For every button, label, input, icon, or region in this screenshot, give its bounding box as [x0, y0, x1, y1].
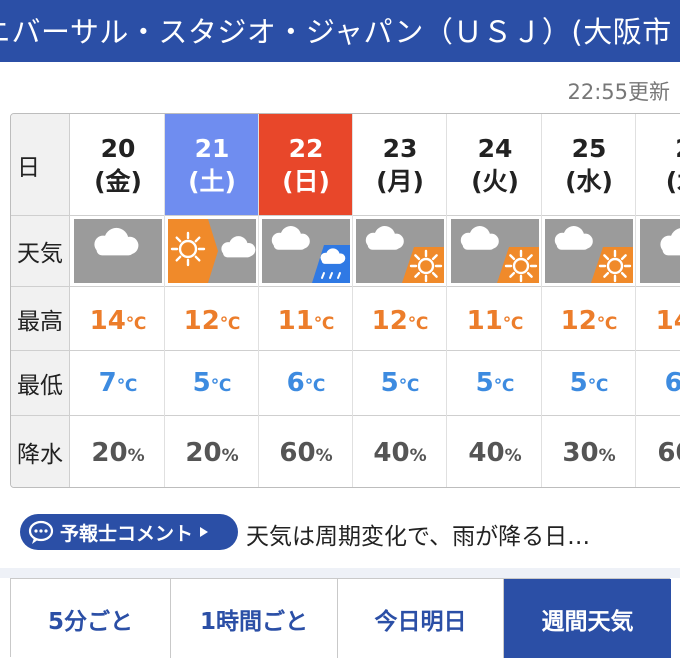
rain-chance: 40% [373, 438, 427, 468]
high-temp: 12℃ [560, 306, 618, 336]
weekly-forecast-table: 日 天気 最高 最低 降水 20 (金) 14℃ 7℃ 20% 21 (土) 12℃ 5℃ 20%… [10, 113, 680, 488]
date-cell: 20 (金) [71, 114, 165, 215]
low-temp: 5℃ [380, 368, 420, 398]
tab-hourly[interactable]: 1時間ごと [171, 579, 338, 658]
day-number: 21 [194, 133, 230, 163]
low-temp: 5℃ [192, 368, 232, 398]
high-temp: 14℃ [89, 306, 147, 336]
weather-icon-cell [71, 216, 165, 286]
rain-chance: 40% [468, 438, 522, 468]
day-weekday: (木 [665, 166, 680, 196]
row-label-high: 最高 [11, 287, 70, 350]
date-cell: 24 (火) [448, 114, 542, 215]
day-weekday: (金) [94, 166, 142, 196]
day-weekday: (水) [565, 166, 613, 196]
low-temp: 5℃ [569, 368, 609, 398]
cloudy-sometimes-sunny-icon [545, 219, 633, 283]
triangle-right-icon [200, 527, 209, 537]
update-time: 22:55更新 [567, 80, 670, 104]
low-temp: 7℃ [98, 368, 138, 398]
location-title: ニバーサル・スタジオ・ジャパン（ＵＳＪ）(大阪市 [0, 15, 672, 49]
cloudy-icon [74, 219, 162, 283]
high-temp: 11℃ [277, 306, 335, 336]
row-label-rain: 降水 [11, 416, 70, 487]
day-number: 23 [382, 133, 418, 163]
day-number: 2 [675, 132, 680, 165]
row-label-low: 最低 [11, 351, 70, 415]
cloudy-sometimes-sunny-icon [356, 219, 444, 283]
high-temp: 12℃ [371, 306, 429, 336]
rain-chance: 60% [657, 438, 680, 468]
row-label-weather: 天気 [11, 216, 70, 286]
rain-chance: 60% [279, 438, 333, 468]
day-weekday: (土) [188, 166, 236, 196]
day-number: 20 [100, 133, 136, 163]
day-number: 22 [288, 133, 324, 163]
day-weekday: (火) [471, 166, 519, 196]
date-cell: 2(木 [637, 114, 680, 215]
forecaster-comment-button[interactable]: 予報士コメント [20, 514, 238, 550]
date-cell: 23 (月) [353, 114, 447, 215]
date-cell: 21 (土) [165, 114, 259, 215]
forecast-tabs: 5分ごと 1時間ごと 今日明日 週間天気 [10, 578, 671, 658]
tab-today-tomorrow[interactable]: 今日明日 [338, 579, 504, 658]
weather-icon-cell [259, 216, 353, 286]
cloudy-icon [640, 219, 680, 283]
rain-chance: 20% [91, 438, 145, 468]
forecaster-comment-text[interactable]: 天気は周期変化で、雨が降る日… [246, 524, 591, 550]
tab-5min[interactable]: 5分ごと [11, 579, 171, 658]
forecaster-comment-label: 予報士コメント [60, 522, 194, 545]
sunny-then-cloudy-icon [168, 219, 256, 283]
row-label-date: 日 [11, 114, 70, 215]
day-number: 25 [571, 133, 607, 163]
low-temp: 6℃ [637, 368, 680, 398]
date-cell: 22 (日) [259, 114, 353, 215]
rain-chance: 30% [562, 438, 616, 468]
day-weekday: (日) [282, 166, 330, 196]
rain-chance: 20% [185, 438, 239, 468]
weather-icon-cell [448, 216, 542, 286]
high-temp: 14℃ [655, 306, 680, 336]
date-cell: 25 (水) [542, 114, 636, 215]
low-temp: 6℃ [286, 368, 326, 398]
weather-icon-cell [637, 216, 680, 286]
tab-bar-background [0, 568, 680, 578]
tab-weekly[interactable]: 週間天気 [504, 579, 671, 658]
cloudy-sometimes-sunny-icon [451, 219, 539, 283]
high-temp: 12℃ [183, 306, 241, 336]
weather-icon-cell [542, 216, 636, 286]
weather-icon-cell [165, 216, 259, 286]
speech-bubble-icon [28, 520, 54, 544]
day-weekday: (月) [376, 166, 424, 196]
weather-icon-cell [353, 216, 447, 286]
cloudy-then-rain-icon [262, 219, 350, 283]
day-number: 24 [477, 133, 513, 163]
low-temp: 5℃ [475, 368, 515, 398]
high-temp: 11℃ [466, 306, 524, 336]
app-header: ニバーサル・スタジオ・ジャパン（ＵＳＪ）(大阪市 [0, 0, 680, 62]
